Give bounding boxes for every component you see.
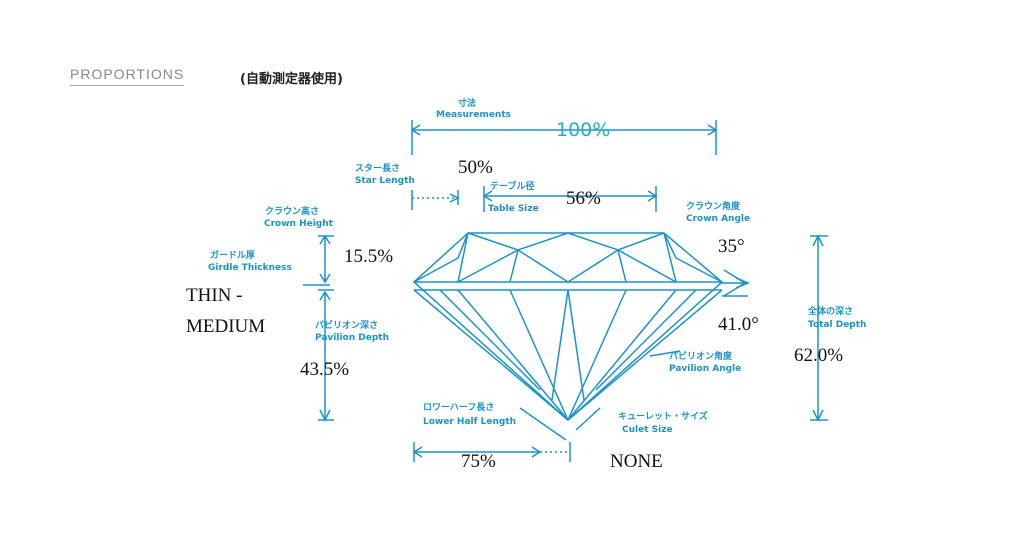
crown-height-label-en: Crown Height bbox=[264, 219, 333, 229]
pavilion-depth-label-en: Pavilion Depth bbox=[315, 333, 389, 343]
table-size-value: 56% bbox=[566, 188, 601, 209]
table-size-label-en: Table Size bbox=[488, 204, 539, 214]
pavilion-angle-value: 41.0° bbox=[718, 314, 759, 335]
pavilion-angle-label-en: Pavilion Angle bbox=[669, 364, 742, 374]
culet-size-label-en: Culet Size bbox=[622, 425, 673, 435]
total-depth-label-en: Total Depth bbox=[808, 320, 867, 330]
star-length-label-en: Star Length bbox=[355, 176, 415, 186]
girdle-thickness-label-en: Girdle Thickness bbox=[208, 263, 292, 273]
page-title: PROPORTIONS bbox=[70, 66, 185, 86]
pavilion-depth-label-jp: パビリオン深さ bbox=[315, 321, 379, 331]
girdle-thickness-value-line1: THIN - bbox=[186, 285, 243, 306]
star-length-value: 50% bbox=[458, 157, 493, 178]
crown-height-value: 15.5% bbox=[344, 246, 394, 267]
crown-angle-label-jp: クラウン角度 bbox=[686, 202, 741, 212]
pavilion-depth-value: 43.5% bbox=[300, 359, 350, 380]
page-subtitle: (自動測定器使用) bbox=[240, 72, 343, 87]
girdle-thickness-value-line2: MEDIUM bbox=[186, 316, 266, 337]
star-length-label-jp: スター長さ bbox=[355, 164, 401, 174]
lower-half-length-label-jp: ロワーハーフ長さ bbox=[423, 403, 495, 413]
measurements-label-en: Measurements bbox=[436, 110, 511, 120]
crown-angle-label-en: Crown Angle bbox=[686, 214, 751, 224]
crown-angle-value: 35° bbox=[718, 236, 745, 257]
culet-size-label-jp: キューレット・サイズ bbox=[618, 412, 708, 422]
total-depth-label-jp: 全体の深さ bbox=[808, 307, 854, 317]
total-depth-value: 62.0% bbox=[794, 345, 844, 366]
measurements-label-jp: 寸法 bbox=[458, 99, 477, 109]
lower-half-length-label-en: Lower Half Length bbox=[423, 417, 517, 427]
pavilion-angle-label-jp: パビリオン角度 bbox=[669, 352, 733, 362]
table-size-label-jp: テーブル径 bbox=[490, 182, 535, 192]
culet-size-value: NONE bbox=[610, 451, 663, 472]
crown-height-label-jp: クラウン高さ bbox=[265, 207, 320, 217]
diamond-shape bbox=[412, 232, 724, 422]
measurements-value: 100% bbox=[556, 119, 611, 141]
lower-half-length-value: 75% bbox=[461, 451, 496, 472]
girdle-thickness-label-jp: ガードル厚 bbox=[210, 251, 256, 261]
